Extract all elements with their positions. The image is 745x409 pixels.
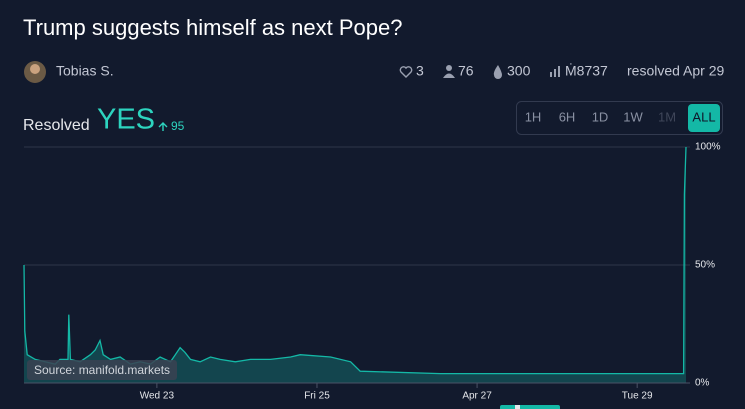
time-button[interactable]: ALL xyxy=(692,109,715,124)
action-button-edge xyxy=(515,405,520,409)
resolved-date: resolved Apr 29 xyxy=(627,63,724,79)
market-title: Trump suggests himself as next Pope? xyxy=(23,15,402,40)
liquidity-icon xyxy=(493,65,502,79)
author-name[interactable]: Tobias S. xyxy=(56,63,114,79)
time-button[interactable]: 1W xyxy=(623,109,643,124)
time-button[interactable]: 6H xyxy=(559,109,576,124)
action-button[interactable] xyxy=(500,405,560,409)
volume-icon xyxy=(550,66,560,77)
liquidity-amount: 300 xyxy=(507,63,531,79)
change-arrow xyxy=(158,122,168,131)
x-tick-label: Apr 27 xyxy=(462,391,492,402)
y-tick-label: 100% xyxy=(695,142,721,153)
volume-amount: Ṁ8737 xyxy=(565,62,608,79)
time-button[interactable]: 1D xyxy=(592,109,609,124)
x-tick-label: Tue 29 xyxy=(622,391,653,402)
time-button[interactable]: 1H xyxy=(525,109,542,124)
traders-icon-body xyxy=(443,73,455,78)
resolved-outcome: YES xyxy=(97,104,155,136)
probability-area xyxy=(24,147,686,383)
traders-count: 76 xyxy=(458,63,474,79)
probability-line xyxy=(23,146,687,375)
probability-change: 95 xyxy=(171,119,185,133)
like-icon[interactable] xyxy=(399,66,413,78)
time-button-selected[interactable] xyxy=(688,104,720,132)
likes-count: 3 xyxy=(416,63,424,79)
watermark-bg xyxy=(27,360,177,380)
x-tick-label: Fri 25 xyxy=(304,391,330,402)
time-range-group xyxy=(516,101,723,135)
time-button: 1M xyxy=(658,109,676,124)
traders-icon xyxy=(446,65,452,71)
x-tick-label: Wed 23 xyxy=(140,391,175,402)
resolved-label: Resolved xyxy=(23,117,90,134)
y-tick-label: 50% xyxy=(695,260,715,271)
watermark: Source: manifold.markets xyxy=(34,363,170,377)
avatar-face xyxy=(30,64,40,74)
y-tick-label: 0% xyxy=(695,378,710,389)
